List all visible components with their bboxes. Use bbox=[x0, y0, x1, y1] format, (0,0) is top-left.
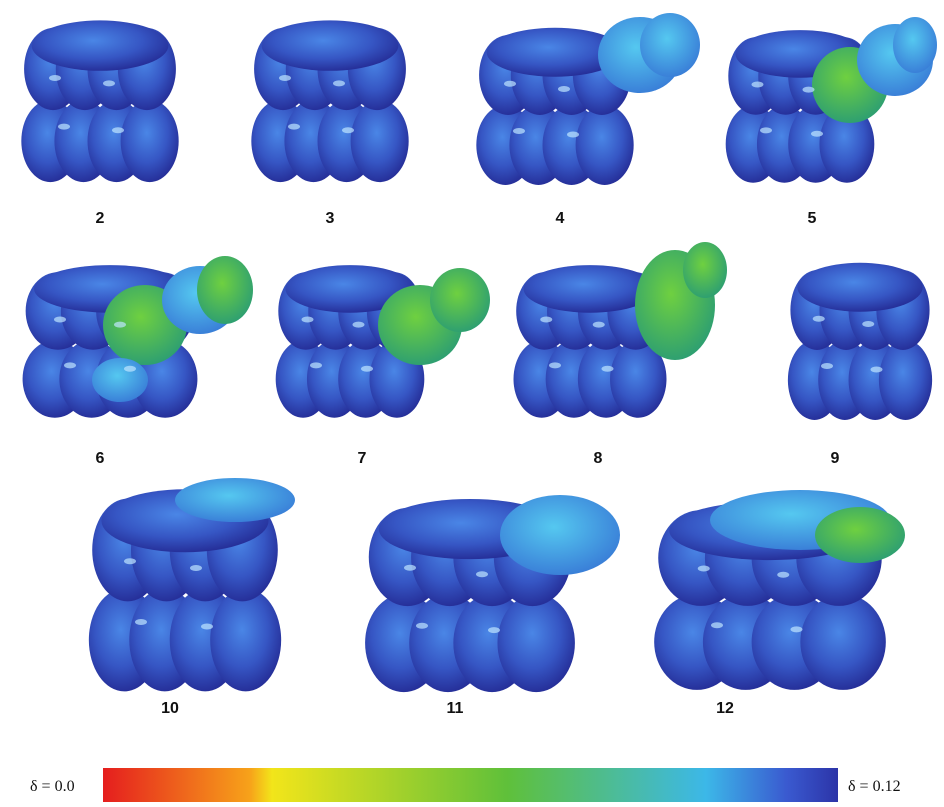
highlight bbox=[112, 127, 124, 133]
molecule bbox=[21, 20, 178, 182]
top-lobe bbox=[262, 20, 399, 70]
highlight bbox=[803, 87, 815, 93]
colorbar-min-label: δ = 0.0 bbox=[30, 778, 75, 795]
highlight bbox=[124, 558, 136, 564]
highlight bbox=[310, 362, 322, 368]
highlight bbox=[593, 322, 605, 328]
lobe bbox=[121, 100, 179, 182]
highlight bbox=[549, 362, 561, 368]
highlight bbox=[777, 572, 789, 578]
highlight bbox=[504, 81, 516, 87]
molecule bbox=[276, 265, 490, 418]
lobe bbox=[497, 594, 574, 692]
panel-label: 9 bbox=[831, 450, 840, 467]
figure: δ = 0.0 δ = 0.12 2 3 4 5 6 7 8 9 10 11 12 bbox=[0, 0, 944, 802]
highlight bbox=[342, 127, 354, 133]
lobe bbox=[800, 594, 885, 690]
highlight bbox=[54, 317, 66, 323]
panel-label: 8 bbox=[594, 450, 603, 467]
highlight bbox=[201, 624, 213, 630]
highlight bbox=[49, 75, 61, 81]
molecule bbox=[476, 13, 700, 185]
substituent bbox=[175, 478, 295, 522]
panel-label: 4 bbox=[556, 210, 565, 227]
highlight bbox=[567, 132, 579, 138]
molecule bbox=[365, 495, 620, 692]
lobe bbox=[879, 340, 932, 420]
substituent bbox=[640, 13, 700, 77]
colorbar bbox=[103, 768, 838, 802]
substituent bbox=[92, 358, 148, 402]
highlight bbox=[513, 128, 525, 134]
substituent bbox=[683, 242, 727, 298]
highlight bbox=[791, 626, 803, 632]
lobe bbox=[210, 589, 281, 692]
highlight bbox=[416, 623, 428, 629]
top-lobe bbox=[32, 20, 169, 70]
highlight bbox=[752, 82, 764, 88]
colorbar-max-label: δ = 0.12 bbox=[848, 778, 901, 795]
highlight bbox=[353, 322, 365, 328]
highlight bbox=[862, 321, 874, 327]
highlight bbox=[813, 316, 825, 322]
highlight bbox=[602, 366, 614, 372]
panel-label: 10 bbox=[161, 700, 179, 717]
highlight bbox=[103, 80, 115, 86]
highlight bbox=[190, 565, 202, 571]
highlight bbox=[333, 80, 345, 86]
panel-label: 6 bbox=[96, 450, 105, 467]
highlight bbox=[361, 366, 373, 372]
molecule bbox=[788, 263, 932, 420]
highlight bbox=[279, 75, 291, 81]
highlight bbox=[476, 571, 488, 577]
panel-label: 11 bbox=[447, 700, 464, 717]
highlight bbox=[124, 366, 136, 372]
highlight bbox=[488, 627, 500, 633]
highlight bbox=[135, 619, 147, 625]
highlight bbox=[821, 363, 833, 369]
highlight bbox=[288, 124, 300, 130]
highlight bbox=[302, 317, 314, 323]
substituent bbox=[500, 495, 620, 575]
panel-label: 5 bbox=[808, 210, 817, 227]
substituent bbox=[893, 17, 937, 73]
highlight bbox=[871, 367, 883, 373]
panel-label: 12 bbox=[716, 700, 734, 717]
highlight bbox=[760, 127, 772, 133]
highlight bbox=[558, 86, 570, 92]
molecule bbox=[726, 17, 937, 183]
panel-label: 7 bbox=[358, 450, 367, 467]
panel-label: 3 bbox=[326, 210, 335, 227]
substituent bbox=[430, 268, 490, 332]
molecule bbox=[89, 478, 295, 691]
lobe bbox=[351, 100, 409, 182]
substituent bbox=[815, 507, 905, 563]
highlight bbox=[711, 622, 723, 628]
highlight bbox=[540, 317, 552, 323]
molecule bbox=[251, 20, 408, 182]
substituent bbox=[197, 256, 253, 324]
panel-label: 2 bbox=[96, 210, 105, 227]
molecules bbox=[21, 13, 937, 692]
molecule bbox=[654, 490, 905, 690]
highlight bbox=[58, 124, 70, 130]
top-lobe bbox=[797, 263, 922, 312]
molecule bbox=[514, 242, 727, 418]
highlight bbox=[811, 131, 823, 137]
molecule bbox=[23, 256, 253, 418]
highlight bbox=[114, 322, 126, 328]
lobe bbox=[576, 105, 634, 185]
highlight bbox=[404, 565, 416, 571]
highlight bbox=[698, 566, 710, 572]
highlight bbox=[64, 362, 76, 368]
